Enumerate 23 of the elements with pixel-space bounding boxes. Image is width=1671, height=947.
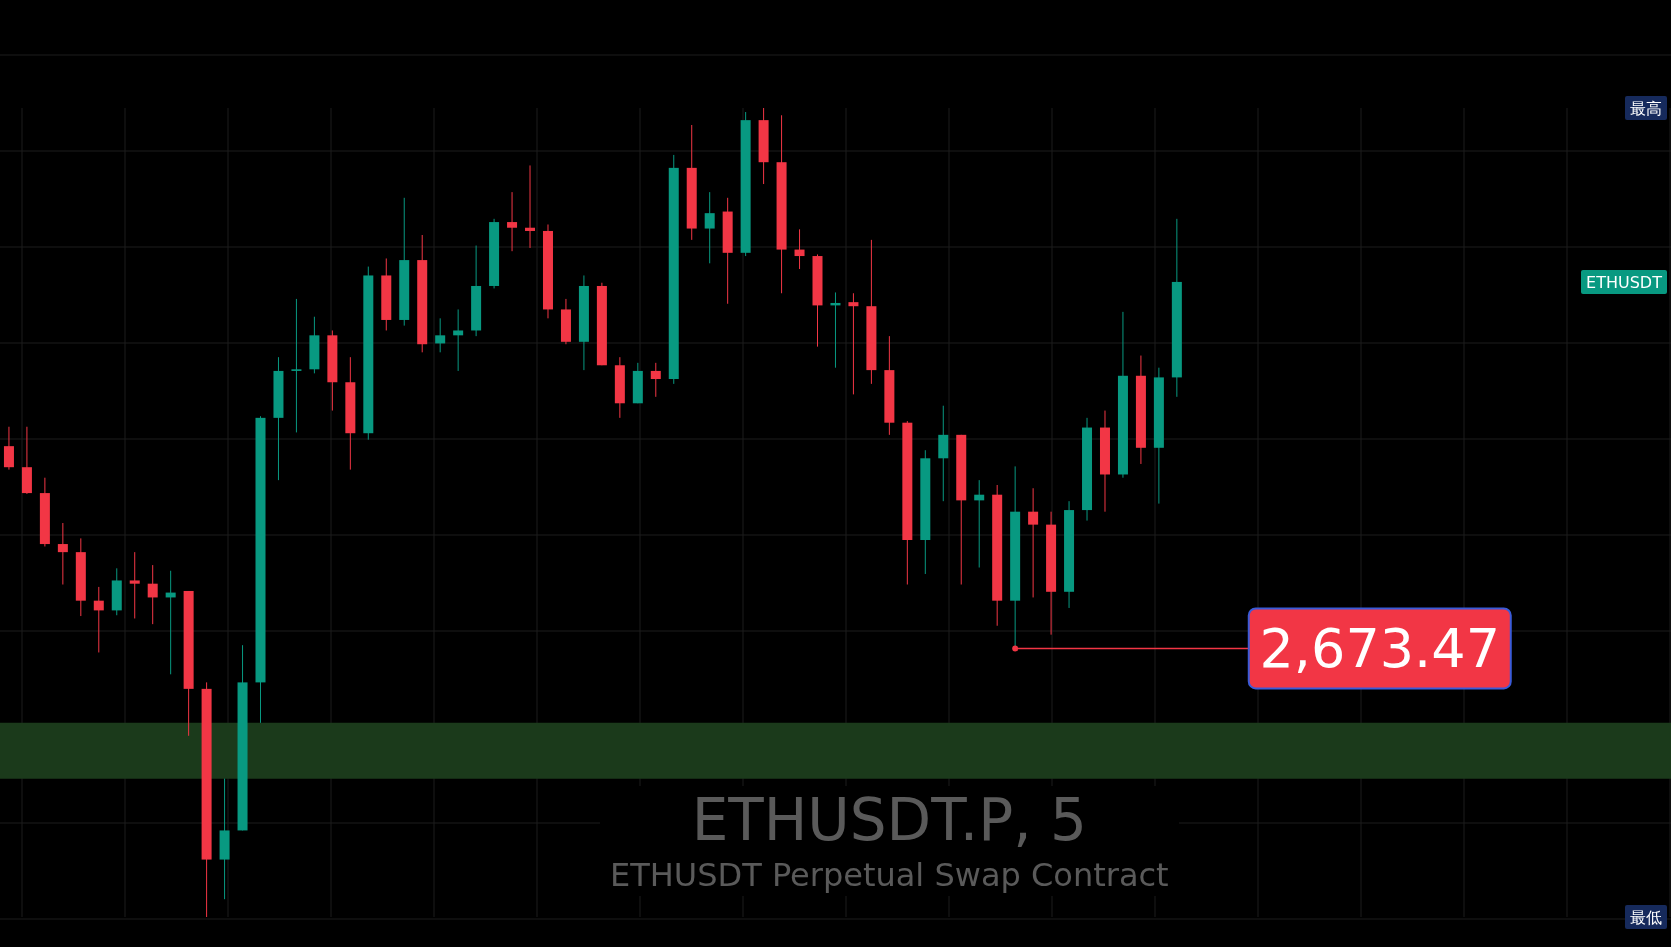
candlestick [848, 292, 859, 395]
candlestick [57, 522, 68, 585]
annotation: 最低 [1630, 908, 1662, 927]
candlestick [435, 317, 446, 353]
candlestick [453, 308, 464, 372]
price-callout: 2,673.47 [1012, 607, 1512, 690]
candlestick [3, 426, 14, 471]
candlestick [938, 405, 949, 502]
text: ETHUSDT.P, 5 [691, 786, 1087, 854]
candlestick [794, 228, 805, 270]
annotation: ETHUSDT [1586, 272, 1663, 292]
candlestick [507, 191, 518, 252]
candlestick [650, 362, 661, 398]
candlestick [129, 551, 140, 619]
candlestick [1028, 487, 1039, 598]
candlestick [704, 191, 715, 264]
candlestick [291, 298, 302, 433]
candlestick [147, 564, 158, 625]
candlestick [525, 164, 536, 249]
annotation: 最高 [1630, 99, 1662, 118]
annotation: 2,673.47 [1259, 617, 1500, 681]
text: ETHUSDT Perpetual Swap Contract [610, 855, 1169, 896]
candlestick [93, 586, 104, 653]
